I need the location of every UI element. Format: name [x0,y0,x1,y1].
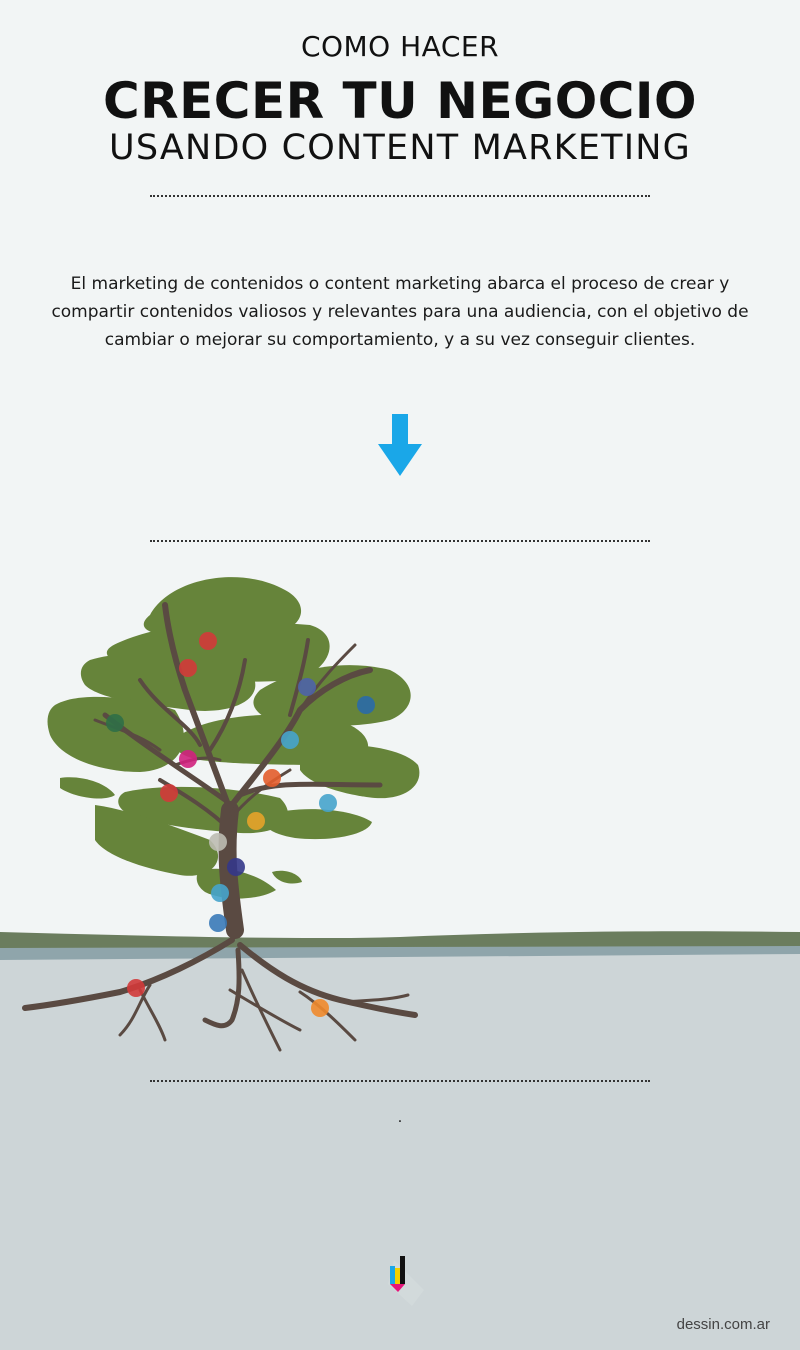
divider-bottom [150,1080,650,1082]
tree-roots [22,937,418,1052]
credit-text: dessin.com.ar [676,1316,770,1333]
tree-dots [106,632,375,1017]
tree-illustration [0,577,800,1052]
title-line-1: COMO HACER [300,30,500,63]
footer-dot: . [397,1110,403,1126]
title-line-3: USANDO CONTENT MARKETING [109,128,691,168]
divider-top [150,195,650,197]
divider-middle [150,540,650,542]
arrow-down-icon [378,414,422,476]
pencil-logo-icon [388,1256,424,1306]
title-line-2: CRECER TU NEGOCIO [102,72,698,130]
intro-paragraph: El marketing de contenidos o content mar… [51,274,749,350]
